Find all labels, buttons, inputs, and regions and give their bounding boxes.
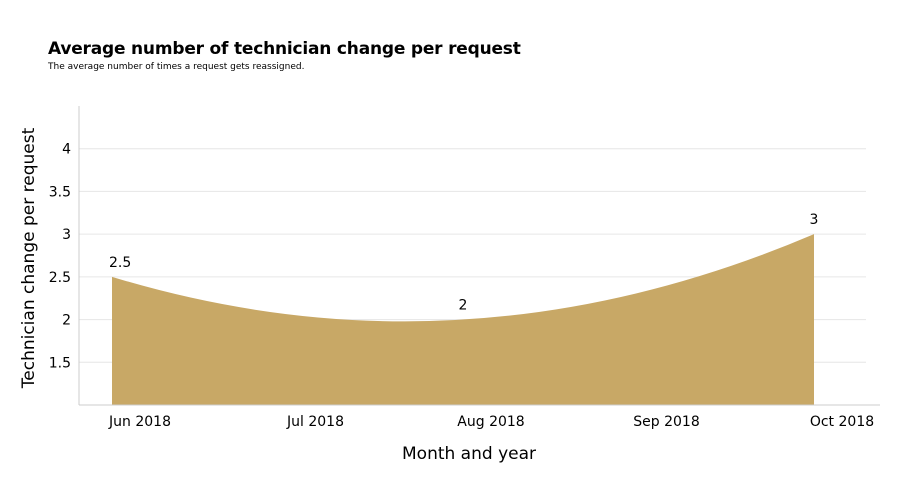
y-tick-label: 1.5 bbox=[49, 355, 71, 371]
x-tick-label: Jun 2018 bbox=[108, 414, 171, 430]
x-tick-label: Oct 2018 bbox=[810, 414, 874, 430]
x-tick-label: Aug 2018 bbox=[457, 414, 524, 430]
data-label: 2.5 bbox=[109, 255, 131, 271]
y-axis-title: Technician change per request bbox=[19, 127, 39, 389]
y-tick-label: 3 bbox=[62, 227, 71, 243]
x-tick-labels: Jun 2018 Jul 2018 Aug 2018 Sep 2018 Oct 2018 bbox=[108, 414, 874, 430]
data-labels: 2.5 2 3 bbox=[109, 212, 818, 313]
x-tick-label: Sep 2018 bbox=[633, 414, 699, 430]
x-tick-label: Jul 2018 bbox=[286, 414, 344, 430]
x-axis-title: Month and year bbox=[402, 444, 536, 464]
data-label: 3 bbox=[810, 212, 819, 228]
chart-title: Average number of technician change per … bbox=[48, 39, 521, 59]
area-series bbox=[112, 234, 814, 405]
axes bbox=[78, 106, 880, 406]
y-tick-labels: 1.5 2 2.5 3 3.5 4 bbox=[49, 142, 71, 372]
y-tick-label: 2 bbox=[62, 313, 71, 329]
y-tick-label: 3.5 bbox=[49, 184, 71, 200]
y-tick-label: 2.5 bbox=[49, 270, 71, 286]
chart-subtitle: The average number of times a request ge… bbox=[48, 62, 305, 72]
area-fill bbox=[112, 234, 814, 405]
data-label: 2 bbox=[459, 298, 468, 314]
y-tick-label: 4 bbox=[62, 142, 71, 158]
